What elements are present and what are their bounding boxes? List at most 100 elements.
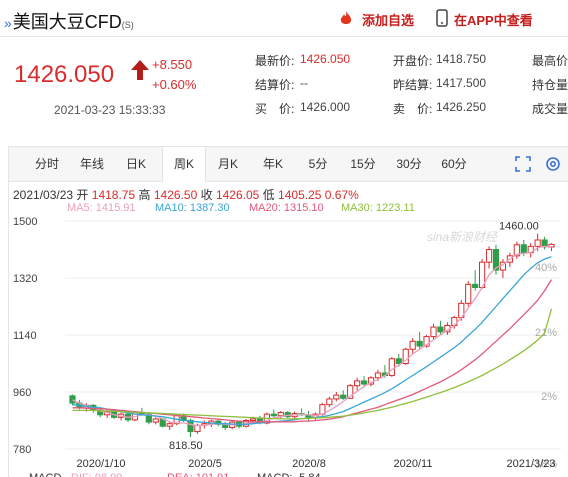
field-label: 昨结算: <box>393 78 433 92</box>
quote-timestamp: 2021-03-23 15:33:33 <box>54 103 166 117</box>
candle-body <box>409 340 416 350</box>
ohlc-info: 2021/03/23 开 1418.75 高 1426.50 收 1426.05… <box>13 188 359 202</box>
tab-5min[interactable]: 5分 <box>308 157 328 171</box>
candle-body <box>534 239 541 247</box>
ma10-legend: MA10: 1387.30 <box>155 202 230 214</box>
candle-body <box>437 326 444 333</box>
candle-body <box>430 326 437 338</box>
field-value: 1426.000 <box>300 100 351 114</box>
field-value: 1426.250 <box>436 100 487 114</box>
ma-line-ma30 <box>72 308 553 420</box>
candle-body <box>485 249 493 263</box>
pct-tick-label: 21% <box>535 327 557 339</box>
field-label: 结算价: <box>255 78 295 92</box>
field-label: 卖 价: <box>393 102 433 116</box>
y-tick-label: 780 <box>13 444 31 456</box>
ma5-legend: MA5: 1415.91 <box>67 202 136 214</box>
chevron-icon: » <box>4 15 12 31</box>
candle-body <box>402 348 409 364</box>
high-marker: 1460.00 <box>499 221 539 233</box>
ma20-legend: MA20: 1315.10 <box>249 202 324 214</box>
price-change-pct: +0.60% <box>152 77 197 92</box>
candle-body <box>354 380 361 387</box>
candle-body <box>340 394 347 399</box>
candle-body <box>423 336 430 347</box>
fullscreen-icon[interactable] <box>515 156 531 172</box>
pct-tick-label: 2% <box>541 391 557 403</box>
candle-body <box>249 418 257 422</box>
candle-body <box>520 244 527 254</box>
tab-yearline[interactable]: 年线 <box>79 157 104 171</box>
candle-body <box>166 423 173 427</box>
fire-icon <box>340 11 352 24</box>
y-tick-label: 1320 <box>13 273 37 285</box>
x-tick-label: 2021/3/23 <box>507 458 556 470</box>
pct-tick-label: 40% <box>535 262 557 274</box>
y-tick-label: 1500 <box>13 216 37 228</box>
candle-body <box>416 340 423 347</box>
low-marker: 818.50 <box>169 440 203 452</box>
macd-legend: DIF: 98.99 <box>71 472 122 477</box>
period-tabs: 分时 年线 日K 周K 月K 年K 5分 15分 30分 60分 <box>9 147 568 182</box>
pct-tick-label: -18% <box>531 458 557 470</box>
field-label: 买 价: <box>255 102 295 116</box>
candle-body <box>395 358 402 364</box>
field-label: 持仓量 <box>532 78 568 92</box>
macd-legend: MACD: -5.84 <box>257 472 321 477</box>
candle-body <box>472 283 479 289</box>
field-label: 成交量 <box>532 102 568 116</box>
tab-60min[interactable]: 60分 <box>441 157 467 171</box>
tab-yearly[interactable]: 年K <box>262 157 283 171</box>
settings-icon[interactable] <box>545 156 561 172</box>
tab-monthly[interactable]: 月K <box>217 157 238 171</box>
page-title: »美国大豆CFD(S) <box>4 12 134 32</box>
macd-legend: MACD <box>29 472 61 477</box>
open-app-button[interactable]: 在APP中查看 <box>454 13 533 28</box>
phone-icon <box>436 9 448 27</box>
price-change: +8.550 <box>152 57 193 72</box>
y-tick-label: 960 <box>13 387 31 399</box>
field-label: 最高价 <box>532 54 568 68</box>
quote-panel: 1426.050 +8.550 +0.60% 2021-03-23 15:33:… <box>0 37 568 137</box>
candle-body <box>374 372 382 379</box>
ma-line-ma20 <box>72 279 553 423</box>
candle-body <box>270 413 277 417</box>
header: »美国大豆CFD(S) 添加自选 在APP中查看 <box>0 0 568 37</box>
kline-chart: 1500 1320 1140 960 780 40% 21% 2% -18% sina新浪财经14… <box>13 216 561 477</box>
tab-daily[interactable]: 日K <box>125 157 146 171</box>
candle-body <box>548 243 555 248</box>
ma30-legend: MA30: 1223.11 <box>341 202 415 214</box>
candle-body <box>69 395 76 404</box>
field-value: 1418.750 <box>436 52 487 66</box>
add-watch-button[interactable]: 添加自选 <box>362 13 415 28</box>
field-value: -- <box>300 76 308 90</box>
x-tick-label: 2020/1/10 <box>77 458 126 470</box>
x-tick-label: 2020/11 <box>394 458 433 470</box>
candle-body <box>187 420 194 433</box>
candle-body <box>277 412 284 417</box>
field-label: 开盘价: <box>393 54 433 68</box>
field-value: 1417.500 <box>436 76 487 90</box>
tab-30min[interactable]: 30分 <box>396 157 422 171</box>
watermark: sina新浪财经 <box>427 230 499 244</box>
x-tick-label: 2020/5 <box>188 458 222 470</box>
candle-body <box>360 380 368 385</box>
candle-body <box>513 244 520 257</box>
candle-body <box>347 385 354 399</box>
candle-body <box>388 358 395 377</box>
x-tick-label: 2020/8 <box>292 458 326 470</box>
candle-body <box>333 394 340 400</box>
current-price: 1426.050 <box>14 61 115 88</box>
field-value: 1426.050 <box>300 52 351 66</box>
macd-legend: DEA: 101.91 <box>167 472 229 477</box>
up-arrow-icon <box>131 60 149 80</box>
candle-body <box>492 249 500 271</box>
candle-body <box>326 398 333 406</box>
y-tick-label: 1140 <box>13 330 37 342</box>
tab-intraday[interactable]: 分时 <box>34 157 59 171</box>
candle-body <box>152 418 159 423</box>
tab-15min[interactable]: 15分 <box>350 157 376 171</box>
tab-weekly[interactable]: 周K <box>162 147 206 182</box>
field-label: 最新价: <box>255 54 295 68</box>
chart-panel: 分时 年线 日K 周K 月K 年K 5分 15分 30分 60分 2021/03… <box>8 146 568 477</box>
